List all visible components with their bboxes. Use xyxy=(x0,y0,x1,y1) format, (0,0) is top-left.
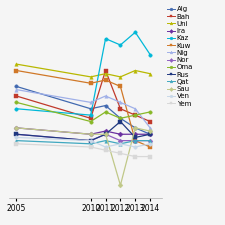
Ven xyxy=(134,146,137,148)
Uni xyxy=(149,72,151,75)
Kaz xyxy=(15,107,18,110)
Kuw xyxy=(104,79,107,81)
Rus xyxy=(104,133,107,136)
Nor xyxy=(104,133,107,136)
Oma xyxy=(119,117,122,120)
Oma xyxy=(89,120,92,123)
Line: Sau: Sau xyxy=(15,126,152,187)
Rus xyxy=(134,136,137,139)
Nig xyxy=(149,126,151,129)
Ira xyxy=(15,126,18,129)
Kaz xyxy=(104,37,107,40)
Uni xyxy=(119,76,122,78)
Nig xyxy=(119,101,122,104)
Oma xyxy=(149,111,151,113)
Kaz xyxy=(149,53,151,56)
Ven xyxy=(89,139,92,142)
Sau xyxy=(119,184,122,187)
Sau xyxy=(149,130,151,132)
Kuw xyxy=(149,146,151,148)
Sau xyxy=(89,133,92,136)
Uni xyxy=(15,63,18,65)
Uni xyxy=(104,72,107,75)
Qat xyxy=(119,142,122,145)
Uni xyxy=(134,69,137,72)
Line: Yem: Yem xyxy=(15,142,152,158)
Nor xyxy=(134,139,137,142)
Line: Alg: Alg xyxy=(15,85,152,136)
Sau xyxy=(104,133,107,136)
Alg xyxy=(134,126,137,129)
Yem xyxy=(104,149,107,152)
Qat xyxy=(15,139,18,142)
Alg xyxy=(89,107,92,110)
Bah xyxy=(15,95,18,97)
Line: Qat: Qat xyxy=(15,139,152,146)
Bah xyxy=(134,114,137,117)
Ira xyxy=(134,133,137,136)
Line: Ira: Ira xyxy=(15,126,152,136)
Kaz xyxy=(134,31,137,34)
Rus xyxy=(119,120,122,123)
Line: Nor: Nor xyxy=(15,133,152,142)
Rus xyxy=(149,133,151,136)
Ven xyxy=(149,142,151,145)
Yem xyxy=(134,155,137,158)
Line: Kaz: Kaz xyxy=(15,31,152,117)
Yem xyxy=(149,155,151,158)
Nig xyxy=(104,95,107,97)
Line: Kuw: Kuw xyxy=(15,69,152,149)
Nor xyxy=(89,139,92,142)
Bah xyxy=(149,120,151,123)
Ven xyxy=(119,142,122,145)
Uni xyxy=(89,76,92,78)
Bah xyxy=(104,69,107,72)
Alg xyxy=(104,104,107,107)
Legend: Alg, Bah, Uni, Ira, Kaz, Kuw, Nig, Nor, Oma, Rus, Qat, Sau, Ven, Yem: Alg, Bah, Uni, Ira, Kaz, Kuw, Nig, Nor, … xyxy=(167,6,193,107)
Rus xyxy=(89,139,92,142)
Kuw xyxy=(134,139,137,142)
Kuw xyxy=(15,69,18,72)
Yem xyxy=(89,146,92,148)
Kuw xyxy=(119,85,122,88)
Nor xyxy=(149,139,151,142)
Kuw xyxy=(89,82,92,85)
Line: Ven: Ven xyxy=(15,136,152,149)
Line: Bah: Bah xyxy=(15,69,152,123)
Alg xyxy=(119,117,122,120)
Oma xyxy=(104,111,107,113)
Qat xyxy=(134,139,137,142)
Sau xyxy=(134,126,137,129)
Ven xyxy=(15,136,18,139)
Nig xyxy=(15,88,18,91)
Ira xyxy=(104,130,107,132)
Line: Uni: Uni xyxy=(15,62,152,79)
Ira xyxy=(149,133,151,136)
Ira xyxy=(119,133,122,136)
Nig xyxy=(89,101,92,104)
Qat xyxy=(104,139,107,142)
Kaz xyxy=(89,114,92,117)
Sau xyxy=(15,126,18,129)
Oma xyxy=(15,101,18,104)
Yem xyxy=(119,152,122,155)
Oma xyxy=(134,114,137,117)
Line: Rus: Rus xyxy=(15,120,152,142)
Nig xyxy=(134,107,137,110)
Alg xyxy=(149,133,151,136)
Qat xyxy=(149,139,151,142)
Ven xyxy=(104,146,107,148)
Alg xyxy=(15,85,18,88)
Bah xyxy=(119,107,122,110)
Yem xyxy=(15,142,18,145)
Ira xyxy=(89,133,92,136)
Line: Oma: Oma xyxy=(15,101,152,123)
Kaz xyxy=(119,44,122,46)
Line: Nig: Nig xyxy=(15,88,152,130)
Qat xyxy=(89,142,92,145)
Rus xyxy=(15,133,18,136)
Nor xyxy=(15,133,18,136)
Bah xyxy=(89,117,92,120)
Nor xyxy=(119,139,122,142)
